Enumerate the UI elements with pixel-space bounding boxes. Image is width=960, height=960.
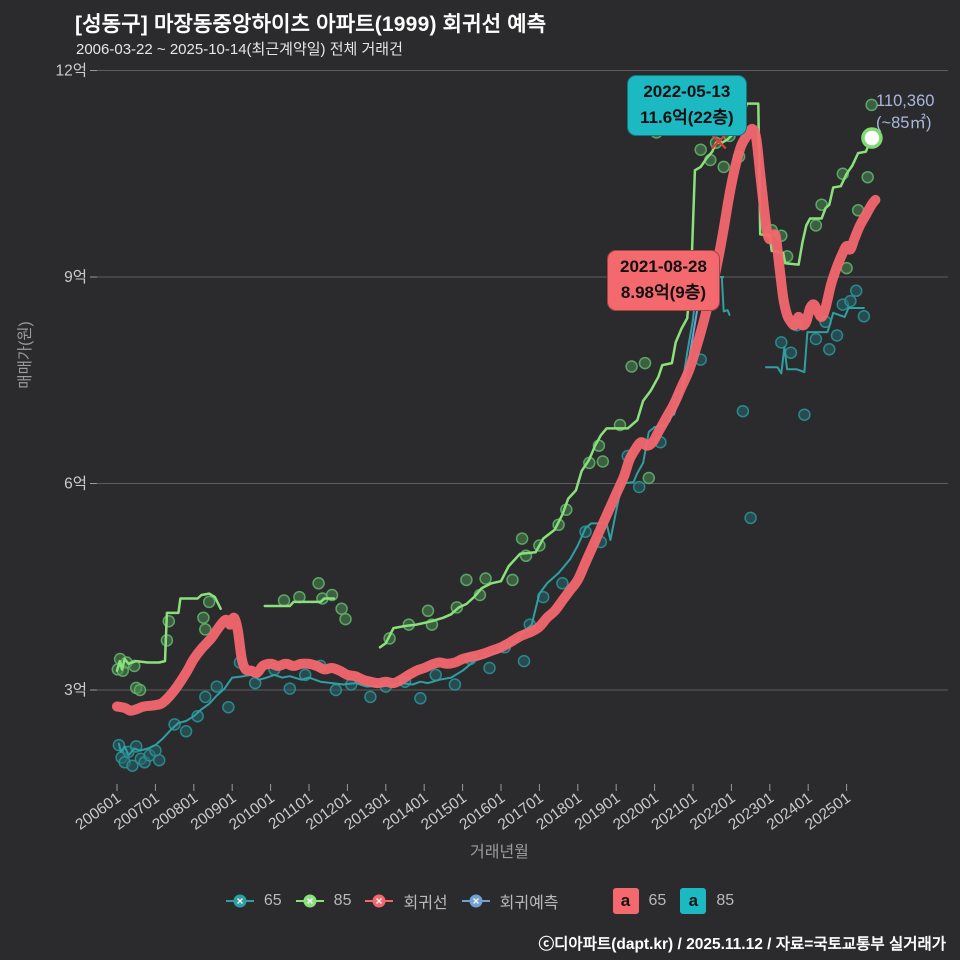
scatter-point-85-trades[interactable] xyxy=(199,623,212,636)
y-axis-title: 매매가(원) xyxy=(16,321,34,388)
scatter-point-65-trades[interactable] xyxy=(857,310,871,323)
scatter-point-85-trades[interactable] xyxy=(133,683,147,697)
scatter-point-65-trades[interactable] xyxy=(152,753,166,767)
annotation-2021-08-28[interactable]: 2021-08-28 8.98억(9층) xyxy=(607,250,720,311)
last-point-value: 110,360 xyxy=(876,92,935,110)
legend-item-65[interactable]: 65 xyxy=(225,892,282,910)
page-title: [성동구] 마장동중앙하이츠 아파트(1999) 회귀선 예측 xyxy=(75,13,547,36)
scatter-point-65-trades[interactable] xyxy=(517,654,531,668)
annotation-date: 2021-08-28 xyxy=(620,257,707,276)
scatter-point-65-trades[interactable] xyxy=(329,683,343,697)
scatter-point-65-trades[interactable] xyxy=(199,690,212,704)
copyright-credit: ⓒ디아파트(dapt.kr) / 2025.11.12 / 자료=국토교통부 실… xyxy=(538,936,946,953)
y-tick-label: 6억 xyxy=(64,475,87,493)
scatter-point-85-trades[interactable] xyxy=(809,219,823,232)
legend-label: 65 xyxy=(263,892,282,909)
scatter-point-65-trades[interactable] xyxy=(222,700,235,714)
series-line-65[interactable] xyxy=(117,276,731,757)
scatter-point-85-trades[interactable] xyxy=(197,611,210,624)
scatter-point-65-trades[interactable] xyxy=(126,759,139,772)
last-point-area: (~85㎡) xyxy=(876,114,932,133)
scatter-point-65-trades[interactable] xyxy=(823,343,836,356)
scatter-point-65-trades[interactable] xyxy=(168,718,181,731)
chart-plot-area[interactable]: 3억6억9억12억2006012007012008012009012010012… xyxy=(0,0,960,880)
annotation-date: 2022-05-13 xyxy=(643,82,731,101)
series-line-85[interactable] xyxy=(263,597,336,608)
legend-annotation-toggle-85[interactable]: a 85 xyxy=(680,888,734,914)
scatter-point-85-trades[interactable] xyxy=(312,577,325,590)
series-line-65[interactable] xyxy=(765,307,865,375)
scatter-point-65-trades[interactable] xyxy=(809,332,823,346)
scatter-point-65-trades[interactable] xyxy=(556,577,569,590)
chart-legend: 65 85 회귀선 회귀예측 a 65 a 85 xyxy=(0,888,960,914)
last-point-marker[interactable] xyxy=(861,127,883,149)
scatter-point-85-trades[interactable] xyxy=(421,604,435,618)
scatter-point-65-trades[interactable] xyxy=(849,284,863,298)
scatter-point-85-trades[interactable] xyxy=(717,160,730,174)
legend-item-회귀예측[interactable]: 회귀예측 xyxy=(461,889,559,913)
legend-annotation-toggle-65[interactable]: a 65 xyxy=(612,888,667,914)
scatter-point-85-trades[interactable] xyxy=(861,170,874,184)
scatter-point-85-trades[interactable] xyxy=(479,572,492,585)
annotation-2022-05-13[interactable]: 2022-05-13 11.6억(22층) xyxy=(627,75,747,136)
legend-item-회귀선[interactable]: 회귀선 xyxy=(365,889,448,913)
scatter-point-85-trades[interactable] xyxy=(642,471,656,485)
y-tick-label: 12억 xyxy=(55,62,87,80)
scatter-point-65-trades[interactable] xyxy=(736,404,750,418)
x-marker-icon xyxy=(710,133,727,150)
scatter-point-65-trades[interactable] xyxy=(844,294,857,308)
series-line-85[interactable] xyxy=(115,592,222,672)
y-tick-label: 9억 xyxy=(64,268,87,286)
scatter-point-65-trades[interactable] xyxy=(775,336,788,349)
scatter-point-65-trades[interactable] xyxy=(784,346,798,359)
annotation-price: 8.98억(9층) xyxy=(620,283,707,303)
scatter-point-85-trades[interactable] xyxy=(460,573,473,587)
scatter-point-65-trades[interactable] xyxy=(210,680,224,693)
legend-item-85[interactable]: 85 xyxy=(295,892,352,910)
y-tick-label: 3억 xyxy=(64,681,87,699)
legend-marker-icon xyxy=(461,894,490,908)
scatter-point-65-trades[interactable] xyxy=(414,692,427,705)
scatter-point-85-trades[interactable] xyxy=(506,573,519,587)
scatter-point-85-trades[interactable] xyxy=(162,614,176,628)
scatter-point-65-trades[interactable] xyxy=(798,408,811,421)
series-line-회귀선[interactable] xyxy=(112,124,881,716)
scatter-point-85-trades[interactable] xyxy=(815,198,828,211)
legend-label: 65 xyxy=(648,892,667,909)
scatter-point-85-trades[interactable] xyxy=(339,612,352,626)
series-line-85[interactable] xyxy=(378,102,874,649)
scatter-point-85-trades[interactable] xyxy=(625,360,638,373)
scatter-point-85-trades[interactable] xyxy=(515,532,529,545)
legend-marker-icon xyxy=(365,894,394,908)
x-axis-title: 거래년월 xyxy=(470,844,529,861)
legend-label: 회귀예측 xyxy=(499,895,559,912)
annotation-toggle-icon: a xyxy=(612,888,639,914)
legend-marker-icon xyxy=(225,894,254,908)
scatter-point-85-trades[interactable] xyxy=(277,594,291,607)
legend-label: 85 xyxy=(716,892,735,909)
legend-label: 회귀선 xyxy=(403,895,448,912)
last-point-label: 110,360 (~85㎡) xyxy=(876,90,934,135)
scatter-point-65-trades[interactable] xyxy=(830,329,844,342)
legend-marker-icon xyxy=(295,894,324,908)
annotation-toggle-icon: a xyxy=(680,888,707,914)
scatter-point-85-trades[interactable] xyxy=(638,356,652,370)
chart-subtitle: 2006-03-22 ~ 2025-10-14(최근계약일) 전체 거래건 xyxy=(76,41,403,58)
scatter-point-85-trades[interactable] xyxy=(335,602,348,616)
scatter-point-85-trades[interactable] xyxy=(694,143,707,156)
scatter-point-65-trades[interactable] xyxy=(364,690,377,704)
scatter-point-65-trades[interactable] xyxy=(632,480,646,494)
scatter-point-65-trades[interactable] xyxy=(744,511,757,525)
scatter-point-85-trades[interactable] xyxy=(202,595,216,609)
scatter-point-85-trades[interactable] xyxy=(865,98,878,112)
annotation-price: 11.6억(22층) xyxy=(640,108,734,128)
scatter-point-85-trades[interactable] xyxy=(596,455,610,468)
scatter-point-65-trades[interactable] xyxy=(483,661,496,675)
scatter-point-65-trades[interactable] xyxy=(448,678,462,691)
scatter-point-65-trades[interactable] xyxy=(283,682,297,695)
scatter-point-65-trades[interactable] xyxy=(179,725,193,738)
legend-label: 85 xyxy=(333,892,352,909)
